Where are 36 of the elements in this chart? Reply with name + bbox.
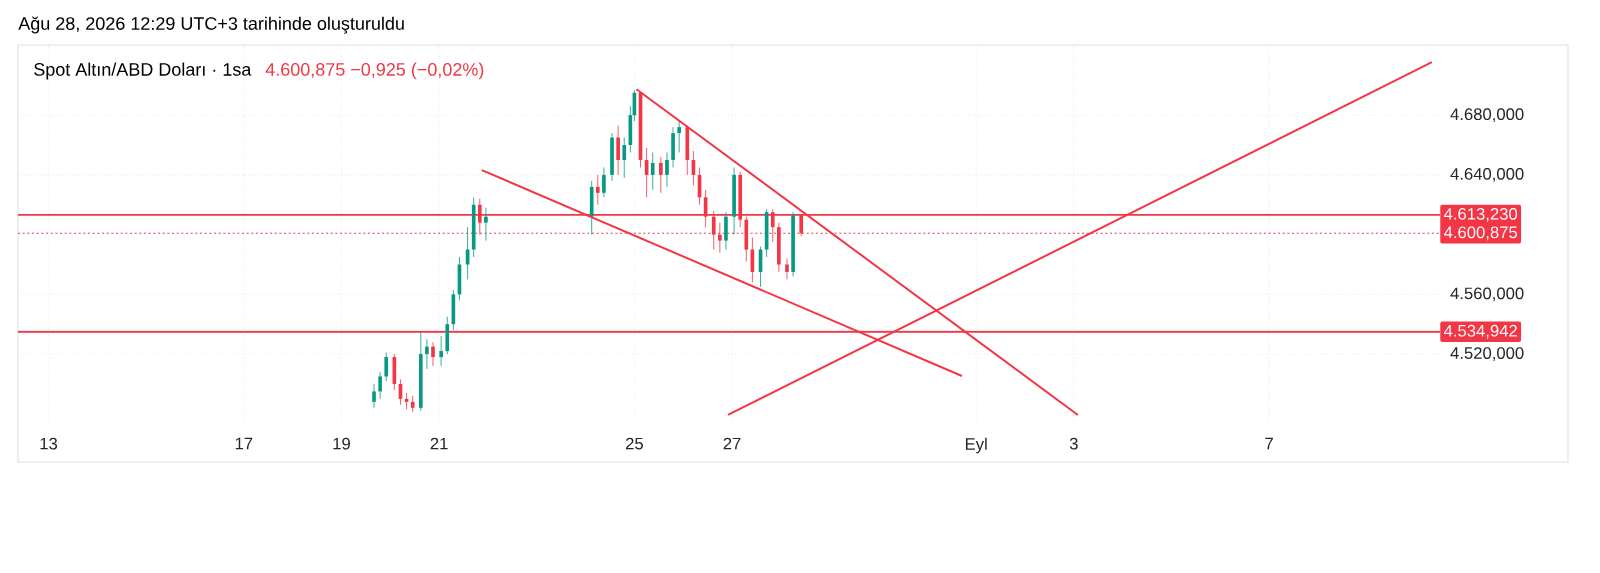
candlestick — [425, 338, 429, 370]
candlestick — [616, 125, 620, 176]
candlestick — [724, 211, 728, 250]
y-tick-label: 4.520,000 — [1450, 347, 1524, 361]
y-tick-label: 4.560,000 — [1450, 287, 1524, 302]
candlestick — [431, 341, 435, 367]
candlestick — [484, 207, 488, 241]
ref-line-label: 4.534,942 — [1443, 324, 1517, 339]
x-tick-label: 3 — [1069, 437, 1078, 450]
candlestick — [439, 335, 443, 367]
x-tick-label: 13 — [40, 437, 58, 450]
candlestick — [622, 137, 627, 179]
candlestick — [659, 156, 663, 194]
text: 4.600,875 −0,925 (−0,02%) — [265, 62, 484, 80]
x-tick-label: Eyl — [965, 437, 987, 454]
text: Ağu 28, 2026 12:29 UTC+3 tarihinde oluşturuldu — [18, 16, 404, 34]
candlestick — [665, 152, 669, 188]
candlestick — [384, 352, 389, 382]
x-tick-label: 27 — [723, 437, 741, 450]
x-tick-label: 7 — [1265, 437, 1273, 450]
candlestick — [785, 258, 789, 280]
x-tick-label: 21 — [430, 437, 448, 450]
ref-line-label: 4.600,875 — [1443, 226, 1518, 241]
candlestick — [602, 167, 606, 198]
candlestick — [595, 174, 600, 206]
candlestick — [650, 152, 655, 191]
y-tick-label: 4.640,000 — [1450, 168, 1524, 182]
text: Spot Altın/ABD Doları · 1sa — [34, 62, 252, 80]
candlestick — [372, 383, 376, 409]
x-tick-label: 17 — [235, 437, 253, 450]
ref-line-label: 4.613,230 — [1443, 207, 1518, 222]
y-tick-label: 4.680,000 — [1450, 108, 1524, 123]
candlestick — [378, 371, 382, 400]
candlestick — [677, 120, 681, 153]
x-tick-label: 19 — [333, 437, 350, 450]
x-tick-label: 25 — [625, 437, 643, 450]
